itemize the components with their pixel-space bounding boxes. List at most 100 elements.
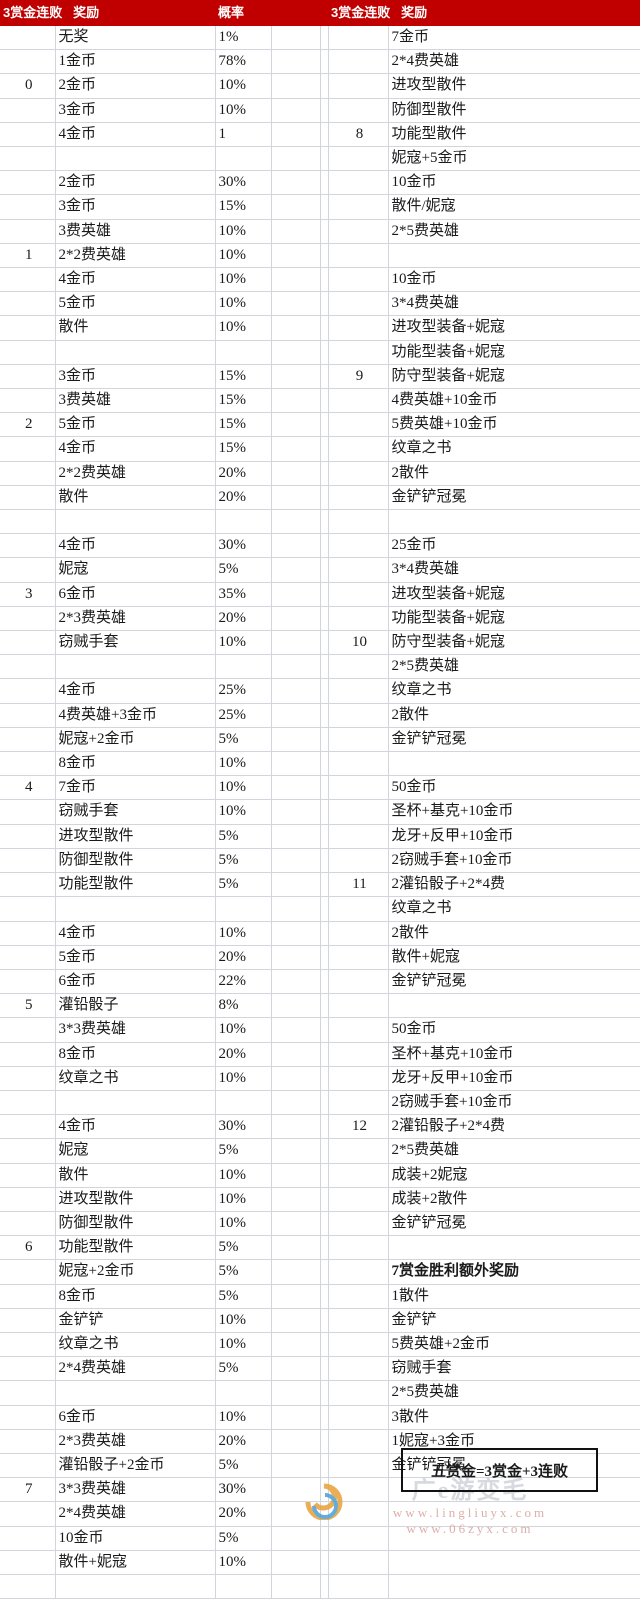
right-index-cell [328,848,389,874]
left-reward-cell: 4金币 [55,921,216,946]
right-index-cell [328,509,389,535]
right-index-cell [328,775,389,801]
right-reward-cell: 7赏金胜利额外奖励 [388,1259,640,1285]
left-reward-cell: 散件+妮寇 [55,1550,216,1575]
right-reward-cell: 2散件 [388,703,640,728]
left-reward-cell: 2*3费英雄 [55,1429,216,1454]
right-reward-cell: 2散件 [388,921,640,946]
left-reward-cell: 功能型散件 [55,872,216,898]
left-reward-cell: 散件 [55,315,216,341]
left-prob-cell: 15% [215,388,272,414]
left-prob-cell: 20% [215,461,272,486]
left-trailing-cell [271,1550,321,1575]
left-prob-cell: 5% [215,848,272,874]
left-prob-cell: 10% [215,775,272,801]
left-trailing-cell [271,1090,321,1116]
left-index-cell: 6 [0,1235,56,1261]
right-index-cell: 9 [328,364,389,390]
left-reward-cell: 散件 [55,485,216,511]
right-index-cell [328,1284,389,1309]
left-index-cell [0,98,56,123]
left-index-cell [0,1259,56,1285]
left-group-separator-prob [215,146,272,172]
left-prob-cell: 10% [215,243,272,269]
column-gap [320,170,329,196]
left-reward-cell: 2*3费英雄 [55,606,216,632]
left-reward-cell: 妮寇+2金币 [55,1259,216,1285]
right-index-cell [328,1042,389,1067]
left-trailing-cell [271,1380,321,1406]
right-index-cell [328,751,389,777]
right-index-cell [328,412,389,438]
left-reward-cell: 4金币 [55,533,216,559]
left-prob-cell: 5% [215,1356,272,1382]
right-reward-cell: 10金币 [388,267,640,293]
column-gap [320,509,329,535]
left-index-cell [0,219,56,244]
left-index-cell [0,533,56,559]
left-index-cell [0,509,56,535]
left-prob-cell: 8% [215,993,272,1019]
left-trailing-cell [271,73,321,99]
column-gap [320,921,329,946]
right-reward-cell: 功能型装备+妮寇 [388,340,640,365]
right-reward-cell: 圣杯+基克+10金币 [388,799,640,825]
table-row: 6 功能型散件 5% [0,1235,640,1261]
right-index-cell [328,799,389,825]
left-trailing-cell [271,1429,321,1454]
left-prob-cell: 10% [215,1308,272,1333]
left-prob-cell: 15% [215,436,272,462]
right-reward-cell [388,1550,640,1575]
table-row [0,1574,640,1599]
column-gap [320,26,329,51]
right-reward-cell: 纹章之书 [388,436,640,462]
left-index-cell [0,678,56,704]
right-group-separator [388,509,640,535]
left-index-cell: 7 [0,1477,56,1503]
column-gap [320,1380,329,1406]
right-index-cell [328,1429,389,1454]
right-reward-cell: 3*4费英雄 [388,291,640,317]
right-index-cell [328,921,389,946]
right-index-cell [328,146,389,172]
right-reward-cell: 龙牙+反甲+10金币 [388,824,640,849]
right-index-cell [328,243,389,269]
left-index-cell [0,1211,56,1237]
formula-box [401,1448,598,1492]
column-gap [320,1429,329,1454]
table-row: 妮寇5%3*4费英雄10% [0,557,640,583]
left-prob-cell: 5% [215,1259,272,1285]
left-index-cell [0,799,56,825]
left-index-cell [0,1550,56,1575]
left-trailing-cell [271,1477,321,1503]
left-reward-cell: 2金币 [55,73,216,99]
right-index-cell [328,170,389,196]
left-trailing-cell [271,824,321,849]
right-reward-cell: 进攻型散件 [388,73,640,99]
column-gap [320,678,329,704]
table-row: 2*5费英雄10% [0,1380,640,1406]
column-gap [320,461,329,486]
left-reward-cell: 2*2费英雄 [55,461,216,486]
left-trailing-cell [271,1138,321,1164]
left-reward-cell: 8金币 [55,1284,216,1309]
left-reward-cell: 1金币 [55,49,216,75]
right-reward-cell: 防守型装备+妮寇 [388,630,640,656]
right-reward-cell: 50金币 [388,775,640,801]
right-index-cell [328,1163,389,1188]
right-reward-cell: 25金币 [388,533,640,559]
left-prob-cell: 1 [215,122,272,148]
left-prob-cell: 10% [215,291,272,317]
right-index-cell [328,1356,389,1382]
right-index-cell [328,340,389,365]
left-trailing-cell [271,1163,321,1188]
